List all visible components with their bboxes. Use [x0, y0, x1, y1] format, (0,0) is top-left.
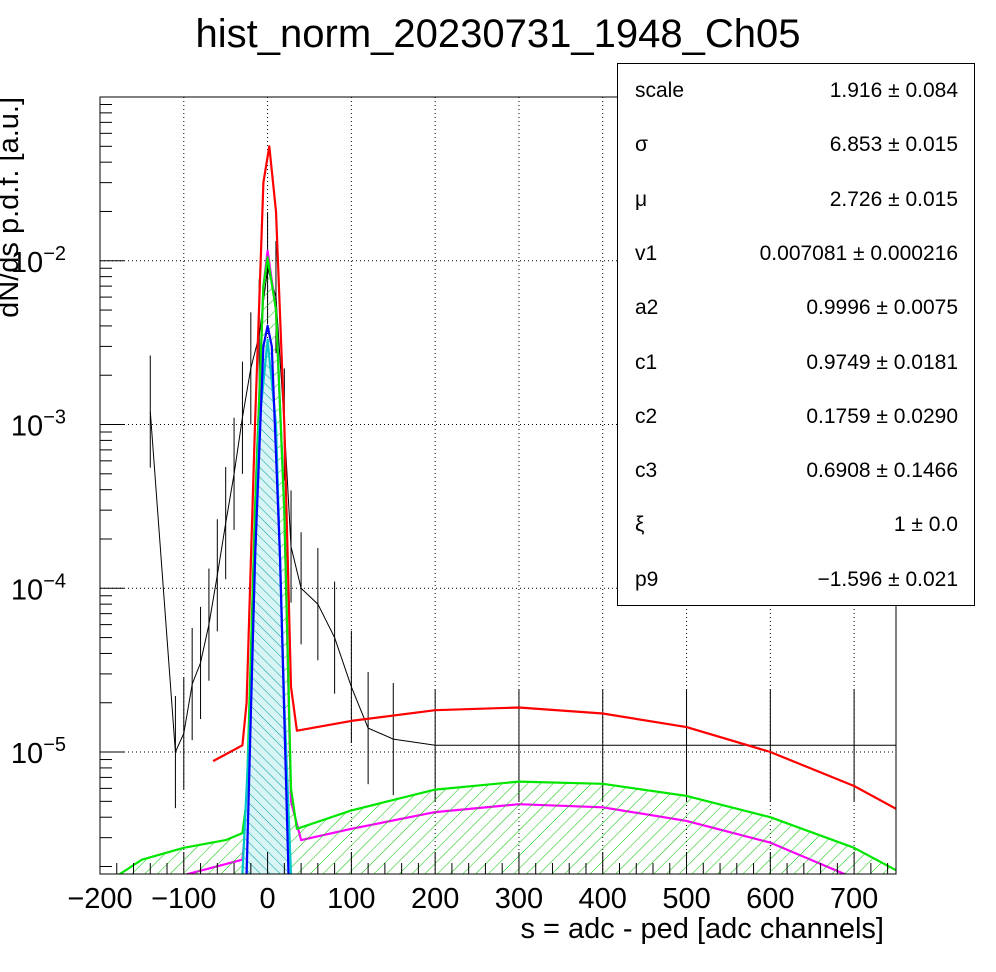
stat-name: σ — [635, 133, 648, 157]
stat-row: v1 0.007081 ± 0.000216 — [618, 227, 974, 281]
series-line — [212, 145, 896, 810]
stat-name: v1 — [635, 241, 658, 265]
x-tick-label: 200 — [411, 883, 459, 915]
x-tick-label: 600 — [746, 883, 794, 915]
x-tick-label: 700 — [830, 883, 878, 915]
stat-row: a2 0.9996 ± 0.0075 — [618, 281, 974, 335]
series-fill — [242, 339, 291, 874]
stat-value: 1.916 ± 0.084 — [829, 79, 958, 102]
stat-name: c1 — [635, 350, 658, 374]
stat-row: c2 0.1759 ± 0.0290 — [618, 390, 974, 444]
stat-name: c3 — [635, 459, 658, 483]
stat-name: scale — [635, 79, 685, 102]
stats-box: scale 1.916 ± 0.084 σ 6.853 ± 0.015 μ 2.726 ±… — [617, 63, 975, 606]
series-line — [245, 324, 290, 874]
y-tick-label: 10−4 — [11, 570, 66, 606]
stat-row: c1 0.9749 ± 0.0181 — [618, 336, 974, 390]
chart-title: hist_norm_20230731_1948_Ch05 — [195, 12, 801, 56]
stat-name: a2 — [635, 296, 659, 320]
x-axis-label: s = adc - ped [adc channels] — [520, 913, 884, 945]
stat-value: 6.853 ± 0.015 — [829, 133, 958, 157]
stat-row: p9 −1.596 ± 0.021 — [618, 553, 974, 607]
y-tick-label: 10−3 — [11, 407, 66, 443]
stat-value: 0.9996 ± 0.0075 — [806, 296, 958, 320]
stat-value: 0.1759 ± 0.0290 — [806, 404, 958, 428]
stat-name: μ — [635, 187, 648, 211]
series-layer — [117, 145, 896, 874]
stat-row: c3 0.6908 ± 0.1466 — [618, 444, 974, 498]
y-axis-label: dN/ds p.d.f. [a.u.] — [0, 97, 25, 318]
stat-name: c2 — [635, 404, 658, 428]
stat-row: μ 2.726 ± 0.015 — [618, 173, 974, 227]
stat-value: 0.007081 ± 0.000216 — [759, 241, 958, 265]
x-tick-label: 100 — [327, 883, 375, 915]
stat-value: 2.726 ± 0.015 — [829, 187, 958, 211]
stat-value: −1.596 ± 0.021 — [817, 567, 958, 591]
series-line — [117, 256, 896, 874]
stat-row: ξ 1 ± 0.0 — [618, 498, 974, 552]
y-tick-label: 10−2 — [11, 243, 66, 279]
x-tick-label: −100 — [151, 883, 216, 915]
y-tick-label: 10−5 — [11, 734, 66, 770]
stat-value: 1 ± 0.0 — [893, 513, 958, 537]
stat-name: p9 — [635, 567, 659, 591]
x-tick-label: −200 — [67, 883, 132, 915]
x-tick-label: 300 — [495, 883, 543, 915]
stat-value: 0.6908 ± 0.1466 — [806, 459, 958, 483]
stat-row: scale 1.916 ± 0.084 — [618, 64, 974, 118]
stat-row: σ 6.853 ± 0.015 — [618, 118, 974, 172]
x-tick-label: 500 — [662, 883, 710, 915]
x-tick-label: 0 — [260, 883, 276, 915]
axes: −200 −100 0 100 200 300 400 500 600 700 10−5 10−4 10… — [11, 103, 889, 915]
x-tick-label: 400 — [579, 883, 627, 915]
stat-name: ξ — [635, 513, 645, 537]
stat-value: 0.9749 ± 0.0181 — [806, 350, 958, 374]
